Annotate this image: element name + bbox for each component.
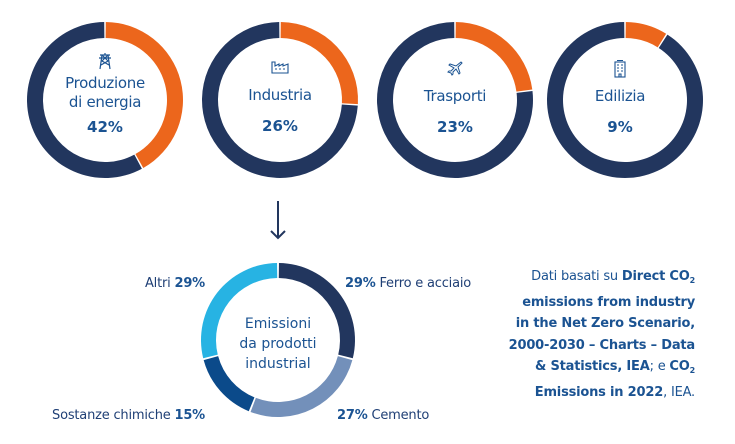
donut-segment-altri xyxy=(201,263,278,359)
label-name: Sostanze chimiche xyxy=(52,408,171,423)
donut-title: Edilizia xyxy=(594,87,646,105)
center-line: da prodotti xyxy=(239,336,317,352)
donut-title-line2: di energia xyxy=(68,93,142,111)
note-bold: CO2 Emissions in 2022 xyxy=(534,359,695,400)
note-bold: Direct CO2 emissions from industry in th… xyxy=(508,269,696,374)
donut-percent: 26% xyxy=(262,117,298,135)
factory-icon xyxy=(271,61,289,74)
label-percent: 15% xyxy=(174,408,205,423)
label-percent: 27% xyxy=(337,408,368,423)
bottom-donut-center-label: Emissioni da prodotti industrial xyxy=(228,314,328,374)
donut-title: Produzione xyxy=(65,74,145,92)
airplane-icon xyxy=(447,61,463,76)
donut-percent: 23% xyxy=(437,118,473,136)
label-ferro-acciaio: 29% Ferro e acciaio xyxy=(345,276,471,291)
donut-segment-cemento xyxy=(250,356,353,417)
center-line: industrial xyxy=(245,356,311,372)
label-altri: Altri 29% xyxy=(145,276,205,291)
note-text: ; e xyxy=(649,359,670,374)
center-line: Emissioni xyxy=(244,316,312,332)
donut-segment-highlight xyxy=(280,22,359,105)
label-percent: 29% xyxy=(174,276,205,291)
donut-title: Industria xyxy=(248,86,312,104)
donut-label-energia: Produzione di energia 42% xyxy=(45,52,165,136)
label-name: Altri xyxy=(144,276,171,291)
note-text: Dati basati su xyxy=(531,269,622,284)
note-text: , IEA. xyxy=(663,384,695,400)
donut-percent: 9% xyxy=(607,118,633,136)
donut-segment-ferro-acciaio xyxy=(278,263,355,359)
donut-segment-rest xyxy=(26,22,142,178)
donut-title: Trasporti xyxy=(423,87,487,105)
donut-label-edilizia: Edilizia 9% xyxy=(555,60,685,136)
label-percent: 29% xyxy=(345,276,376,291)
building-icon xyxy=(614,60,626,78)
donut-segment-highlight xyxy=(625,22,667,48)
donut-segment-sostanze-chimiche xyxy=(203,356,255,412)
label-cemento: 27% Cemento xyxy=(337,408,429,423)
donut-label-trasporti: Trasporti 23% xyxy=(395,60,515,136)
source-note: Dati basati su Direct CO2 emissions from… xyxy=(505,266,696,403)
label-name: Cemento xyxy=(371,408,430,423)
label-sostanze-chimiche: Sostanze chimiche 15% xyxy=(52,408,205,423)
donut-segment-highlight xyxy=(105,22,183,168)
donut-label-industria: Industria 26% xyxy=(220,60,340,135)
donut-segment-highlight xyxy=(455,22,533,92)
arrow-down-icon xyxy=(270,201,286,240)
label-name: Ferro e acciaio xyxy=(379,276,472,291)
power-tower-icon xyxy=(99,53,111,70)
donut-percent: 42% xyxy=(87,118,123,136)
